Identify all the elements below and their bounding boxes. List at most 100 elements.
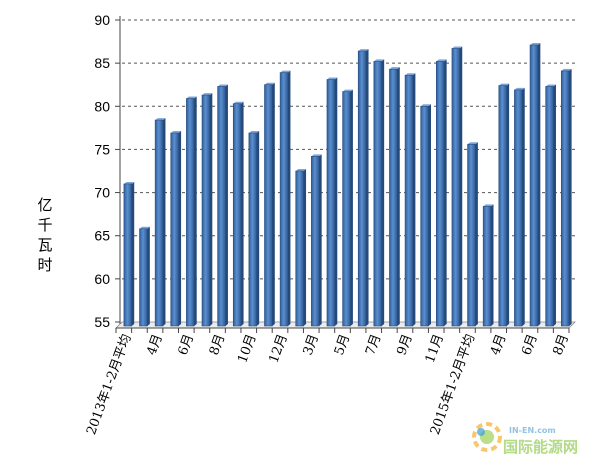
bar-side: [303, 169, 307, 326]
bar-top: [264, 82, 275, 85]
bar-front: [232, 103, 242, 327]
bar-side: [490, 204, 494, 326]
x-tick-label: 9月: [394, 332, 415, 357]
bar: [420, 104, 432, 327]
bar-top: [420, 104, 432, 107]
bar-top: [155, 118, 166, 121]
bar-side: [272, 82, 275, 326]
x-tick-label: 3月: [301, 332, 322, 357]
bar-top: [248, 131, 260, 134]
bar-front: [451, 48, 461, 327]
y-axis-title-char: 时: [37, 256, 52, 274]
bar: [498, 83, 510, 327]
bar-side: [569, 68, 572, 326]
bar-side: [537, 43, 541, 326]
bar-top: [389, 67, 400, 70]
bar: [326, 77, 338, 327]
bar: [264, 82, 275, 327]
bar-side: [178, 131, 182, 326]
y-tick-label: 65: [94, 228, 110, 244]
bar-front: [248, 132, 257, 327]
bar-top: [514, 87, 525, 90]
bar: [201, 93, 213, 327]
y-tick-label: 80: [94, 98, 110, 114]
bar: [373, 59, 385, 327]
bar-front: [123, 183, 133, 327]
bar: [248, 131, 260, 327]
bar-front: [295, 170, 304, 327]
bar: [123, 181, 135, 327]
bar-side: [194, 96, 197, 327]
bar-front: [498, 85, 507, 327]
bar-front: [342, 91, 351, 327]
bar-top: [498, 83, 510, 86]
bar: [311, 154, 322, 327]
bar-front: [170, 132, 179, 327]
bars: [123, 43, 572, 327]
bar-side: [412, 73, 416, 326]
x-tick-labels: 2013年1-2月平均 4月 6月 8月 10月 12月 3月 5月 7月 9月 11月2015年1…: [84, 332, 572, 437]
y-tick-label: 75: [94, 141, 110, 157]
bar-side: [444, 59, 447, 326]
bar-top: [342, 89, 353, 92]
bar-front: [311, 156, 320, 327]
bar-side: [147, 226, 150, 326]
bar-side: [366, 49, 369, 326]
x-tick-label: 8月: [551, 332, 572, 357]
bar-side: [350, 89, 353, 326]
bar-side: [397, 67, 400, 326]
bar-front: [560, 70, 570, 327]
bar-front: [436, 61, 445, 327]
bar-side: [319, 154, 322, 326]
bar-top: [451, 46, 463, 49]
bar-side: [475, 142, 478, 326]
x-tick-label: 10月: [235, 332, 259, 365]
bar-side: [162, 118, 166, 326]
bar-front: [545, 86, 554, 327]
bar: [545, 84, 556, 327]
y-tick-labels: 55 60 65 70 75 80 85 90: [94, 12, 110, 330]
bar: [436, 59, 447, 327]
bar-side: [459, 46, 463, 327]
bar-top: [530, 43, 541, 46]
y-tick-label: 55: [94, 314, 110, 330]
bar-top: [326, 77, 338, 80]
bar-front: [186, 98, 195, 327]
bar-front: [420, 105, 429, 327]
bar-top: [170, 131, 182, 134]
bar-top: [202, 93, 213, 96]
bar: [279, 70, 291, 327]
bar: [404, 73, 416, 327]
bar-front: [279, 72, 289, 327]
bar-top: [217, 84, 228, 87]
bar-top: [295, 169, 307, 171]
bar: [186, 96, 197, 327]
x-tick-label: 6月: [519, 332, 540, 357]
x-tick-label: 7月: [363, 332, 384, 357]
bar-front: [404, 74, 414, 327]
bar-side: [225, 84, 228, 326]
bar-side: [553, 84, 556, 326]
bar: [467, 142, 478, 327]
bar-top: [467, 142, 478, 145]
bar-top: [139, 226, 150, 229]
x-tick-label: 12月: [267, 332, 291, 365]
bar-side: [131, 181, 135, 326]
bar-front: [467, 143, 476, 327]
bar-side: [381, 59, 385, 326]
bar-top: [545, 84, 556, 87]
bar-front: [373, 61, 382, 327]
x-tick-label: 4月: [144, 332, 165, 357]
bar: [514, 87, 525, 327]
bar: [389, 67, 400, 327]
watermark-logo: [472, 422, 502, 452]
bar: [217, 84, 228, 327]
bar-side: [287, 70, 291, 327]
bar: [170, 131, 182, 327]
y-tick-label: 90: [94, 12, 110, 28]
bar-top: [186, 96, 197, 99]
bar: [482, 204, 494, 327]
bar-front: [201, 94, 211, 327]
watermark-small-text: IN-EN.com: [509, 426, 556, 435]
bar: [451, 46, 463, 327]
